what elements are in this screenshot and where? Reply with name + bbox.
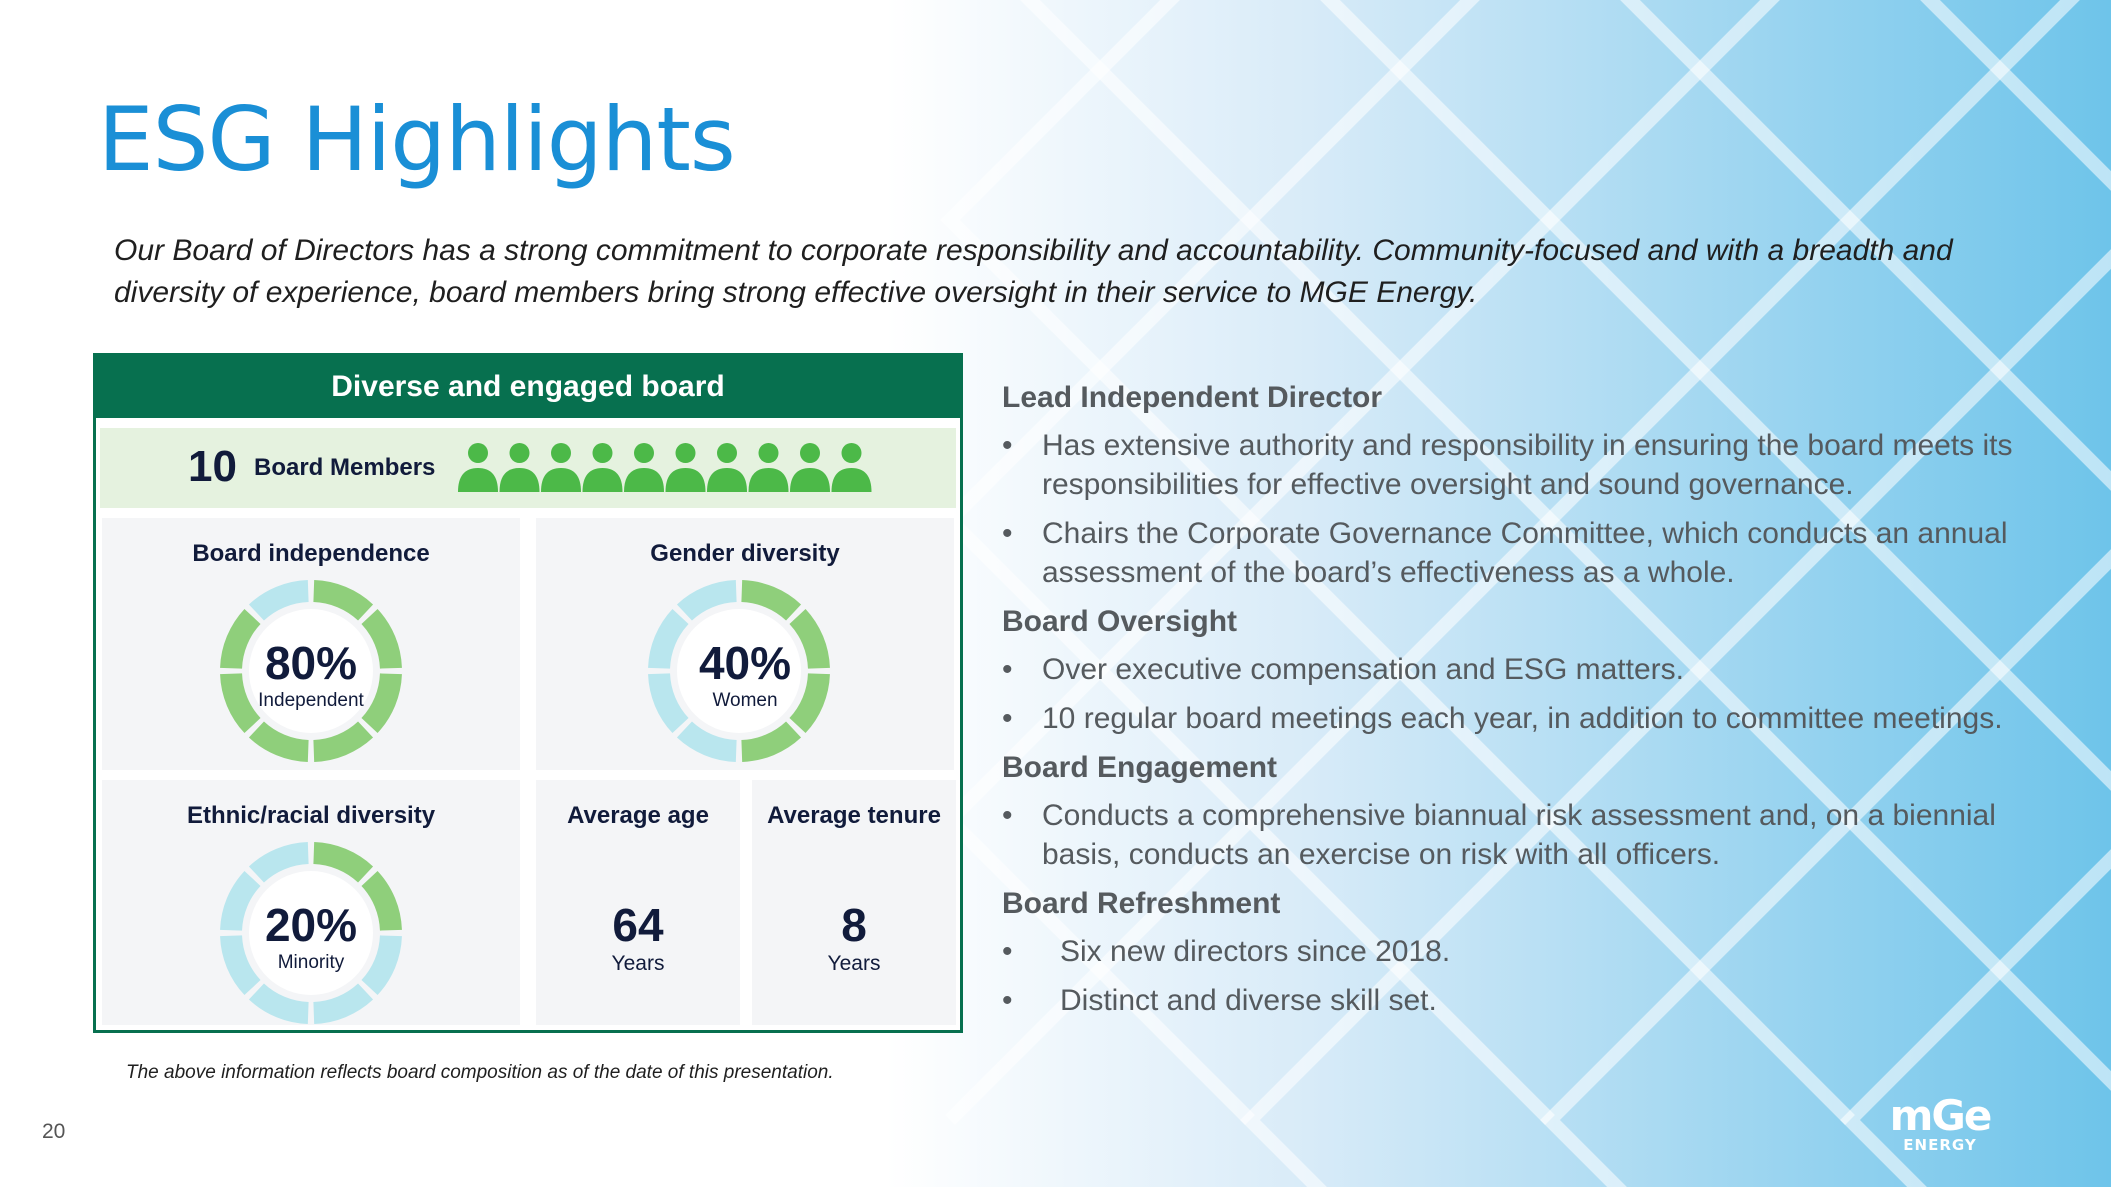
- average-tenure-unit: Years: [827, 952, 881, 975]
- donut-segment: [312, 983, 374, 1024]
- person-icon: [624, 443, 664, 492]
- donut-segment: [220, 672, 261, 734]
- footnote: The above information reflects board com…: [126, 1062, 834, 1083]
- svg-text:ENERGY: ENERGY: [1903, 1136, 1977, 1154]
- gender-diversity-title: Gender diversity: [650, 540, 840, 567]
- person-icon: [665, 443, 706, 492]
- donut-segment: [789, 672, 830, 734]
- members-count: 10: [188, 442, 237, 491]
- donut-segment: [361, 608, 402, 670]
- person-icon: [790, 443, 830, 492]
- members-label: Board Members: [254, 454, 436, 481]
- average-tenure-cell: Average tenure 8 Years: [752, 780, 956, 1025]
- ethnic-label: Minority: [277, 952, 345, 973]
- donut-segment: [248, 842, 310, 883]
- average-age-title: Average age: [567, 802, 709, 829]
- donut-segment: [789, 608, 830, 670]
- person-icon: [582, 443, 623, 492]
- board-members-row: 10 Board Members: [100, 428, 956, 508]
- donut-segment: [361, 672, 402, 734]
- donut-segment: [676, 721, 738, 762]
- independence-donut: [220, 580, 402, 762]
- donut-segment: [312, 721, 374, 762]
- list-item: • Distinct and diverse skill set.: [1002, 984, 1437, 1017]
- ethnic-donut: [220, 842, 402, 1024]
- person-icon: [499, 443, 540, 492]
- mge-energy-logo: mGe ENERGY: [1890, 1092, 1993, 1154]
- person-icon: [748, 443, 789, 492]
- ethnic-diversity-cell: Ethnic/racial diversity 20% Minority: [102, 780, 520, 1025]
- donut-segment: [248, 983, 310, 1024]
- person-icon: [541, 443, 581, 492]
- donut-segment: [248, 721, 310, 762]
- donut-segment: [248, 580, 310, 621]
- list-item: • 10 regular board meetings each year, in…: [1002, 702, 2003, 735]
- average-age-cell: Average age 64 Years: [536, 780, 740, 1025]
- intro-text: Our Board of Directors has a strong comm…: [114, 234, 1953, 309]
- person-icon: [458, 443, 498, 492]
- person-icon: [831, 443, 872, 492]
- list-item: • Over executive compensation and ESG mat…: [1002, 653, 1684, 686]
- person-icon: [707, 443, 747, 492]
- lead-director-heading: Lead Independent Director: [1002, 381, 1383, 414]
- donut-segment: [361, 934, 402, 996]
- board-oversight-heading: Board Oversight: [1002, 605, 1238, 638]
- average-age-value: 64: [612, 899, 664, 951]
- gender-diversity-cell: Gender diversity 40% Women: [536, 518, 954, 770]
- donut-segment: [740, 721, 802, 762]
- donut-segment: [676, 580, 738, 621]
- gender-donut: [648, 580, 830, 762]
- donut-segment: [220, 870, 261, 932]
- donut-segment: [220, 608, 261, 670]
- donut-segment: [312, 842, 374, 883]
- board-independence-title: Board independence: [192, 540, 430, 567]
- people-icons: [458, 443, 872, 492]
- board-refreshment-heading: Board Refreshment: [1002, 887, 1281, 920]
- page-number: 20: [42, 1120, 66, 1143]
- list-item: • Six new directors since 2018.: [1002, 935, 1451, 968]
- donut-segment: [648, 672, 689, 734]
- donut-segment: [361, 870, 402, 932]
- list-item: • Has extensive authority and responsibil…: [1002, 429, 2013, 501]
- ethnic-pct: 20%: [264, 899, 358, 951]
- board-independence-cell: Board independence 80% Independent: [102, 518, 520, 770]
- average-age-unit: Years: [611, 952, 665, 975]
- ethnic-diversity-title: Ethnic/racial diversity: [186, 802, 436, 829]
- independence-label: Independent: [258, 690, 364, 711]
- donut-segment: [740, 580, 802, 621]
- list-item: • Conducts a comprehensive biannual risk …: [1002, 799, 1996, 871]
- svg-text:mGe: mGe: [1890, 1092, 1991, 1140]
- independence-pct: 80%: [264, 637, 358, 689]
- board-engagement-heading: Board Engagement: [1002, 751, 1278, 784]
- governance-details: Lead Independent Director • Has extensive…: [1002, 378, 2082, 1030]
- page-title: ESG Highlights: [98, 88, 736, 191]
- list-item: • Chairs the Corporate Governance Committ…: [1002, 517, 2008, 589]
- donut-segment: [312, 580, 374, 621]
- gender-pct: 40%: [698, 637, 792, 689]
- panel-header: Diverse and engaged board: [96, 356, 960, 418]
- average-tenure-value: 8: [841, 899, 867, 951]
- board-panel: Diverse and engaged board 10 Board Membe…: [93, 353, 963, 1033]
- donut-segment: [648, 608, 689, 670]
- gender-label: Women: [712, 690, 778, 711]
- donut-segment: [220, 934, 261, 996]
- average-tenure-title: Average tenure: [767, 802, 941, 829]
